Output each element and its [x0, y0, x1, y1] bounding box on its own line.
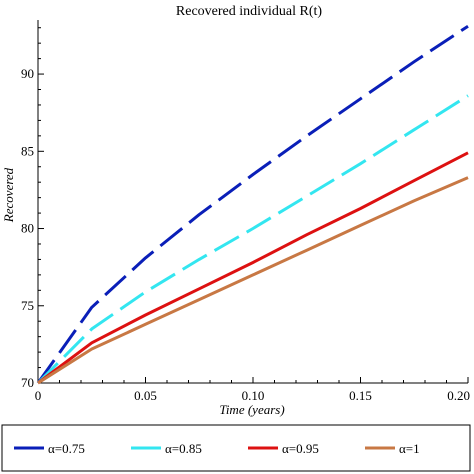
legend-label-2: α=0.85 — [165, 441, 202, 456]
plot-area: 75 80 85 90 700 0.05 0.10 0.15 0.20 — [21, 20, 470, 403]
y-tick-label: 70 — [21, 375, 34, 390]
y-tick-label: 75 — [21, 298, 34, 313]
legend-box — [1, 424, 471, 472]
y-axis-label: Recovered — [1, 167, 16, 223]
series-line-4 — [37, 176, 469, 385]
legend-label-4: α=1 — [399, 441, 420, 456]
legend: α=0.75 α=0.85 α=0.95 α=1 — [14, 441, 420, 456]
x-tick-label: 0.05 — [134, 388, 157, 403]
y-tick-label: 90 — [21, 66, 34, 81]
series-line-3 — [37, 151, 469, 385]
y-tick-label: 85 — [21, 143, 34, 158]
chart-title: Recovered individual R(t) — [176, 4, 323, 19]
series-line-1 — [36, 24, 469, 384]
legend-label-3: α=0.95 — [282, 441, 319, 456]
legend-label-1: α=0.75 — [48, 441, 85, 456]
x-tick-label: 0.10 — [242, 388, 265, 403]
series-line-2 — [36, 94, 469, 385]
y-tick-label: 80 — [21, 221, 34, 236]
x-tick-label: 0.15 — [349, 388, 372, 403]
x-tick-label: 0.20 — [447, 388, 470, 403]
x-axis-label: Time (years) — [219, 402, 284, 417]
x-tick-label: 0 — [35, 388, 42, 403]
